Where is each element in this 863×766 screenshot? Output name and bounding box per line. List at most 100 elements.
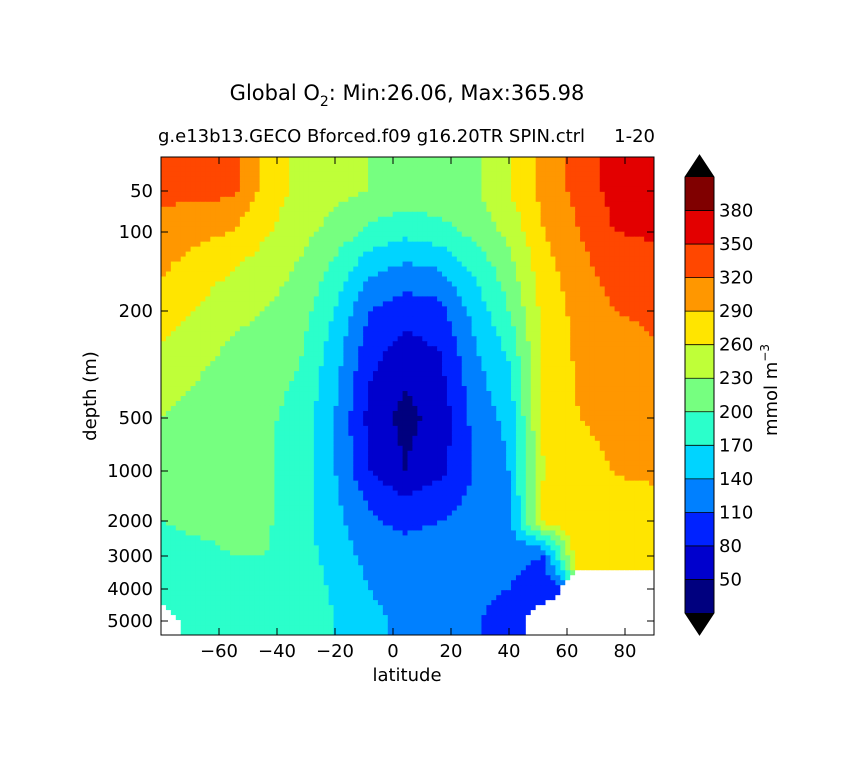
contour-cell bbox=[649, 216, 654, 223]
contour-cell bbox=[466, 256, 473, 263]
contour-cell bbox=[530, 296, 537, 302]
contour-cell bbox=[318, 157, 325, 163]
contour-cell bbox=[323, 216, 330, 223]
contour-cell bbox=[244, 176, 251, 183]
contour-cell bbox=[318, 306, 325, 312]
contour-cell bbox=[175, 316, 182, 322]
contour-cell bbox=[269, 196, 275, 203]
contour-cell bbox=[520, 176, 527, 183]
contour-cell bbox=[254, 281, 261, 288]
contour-cell bbox=[639, 236, 645, 243]
contour-cell bbox=[220, 281, 226, 288]
contour-cell bbox=[496, 371, 502, 377]
contour-cell bbox=[368, 196, 374, 203]
contour-cell bbox=[624, 186, 630, 193]
contour-cell bbox=[279, 206, 285, 213]
contour-cell bbox=[560, 231, 566, 238]
contour-cell bbox=[259, 271, 266, 278]
contour-cell bbox=[289, 361, 295, 367]
contour-cell bbox=[195, 301, 202, 307]
contour-cell bbox=[481, 301, 487, 307]
contour-cell bbox=[442, 346, 448, 352]
contour-cell bbox=[175, 371, 182, 377]
contour-cell bbox=[343, 261, 349, 268]
contour-cell bbox=[165, 216, 172, 223]
contour-cell bbox=[506, 356, 512, 362]
contour-cell bbox=[481, 386, 487, 392]
contour-cell bbox=[407, 361, 414, 367]
contour-cell bbox=[432, 306, 438, 312]
contour-cell bbox=[634, 326, 640, 332]
contour-cell bbox=[185, 206, 192, 213]
contour-cell bbox=[195, 226, 202, 233]
contour-cell bbox=[244, 161, 251, 168]
contour-cell bbox=[328, 361, 335, 367]
contour-cell bbox=[555, 366, 561, 372]
contour-cell bbox=[254, 391, 261, 397]
contour-cell bbox=[313, 341, 320, 347]
contour-cell bbox=[619, 241, 626, 248]
contour-cell bbox=[269, 186, 275, 193]
contour-cell bbox=[511, 361, 517, 367]
contour-cell bbox=[506, 326, 512, 332]
contour-cell bbox=[604, 206, 611, 213]
contour-cell bbox=[481, 391, 487, 397]
contour-cell bbox=[165, 221, 172, 228]
contour-cell bbox=[284, 356, 290, 362]
contour-cell bbox=[338, 311, 345, 317]
contour-cell bbox=[604, 286, 611, 293]
contour-cell bbox=[417, 301, 423, 307]
contour-cell bbox=[175, 386, 182, 392]
contour-cell bbox=[328, 201, 335, 208]
contour-cell bbox=[619, 186, 626, 193]
contour-cell bbox=[515, 161, 522, 168]
contour-cell bbox=[348, 276, 354, 283]
contour-cell bbox=[481, 311, 487, 317]
contour-cell bbox=[644, 331, 650, 337]
contour-cell bbox=[308, 331, 315, 337]
contour-cell bbox=[550, 316, 556, 322]
contour-cell bbox=[254, 216, 261, 223]
contour-cell bbox=[530, 281, 537, 288]
contour-cell bbox=[422, 341, 428, 347]
contour-cell bbox=[299, 206, 305, 213]
contour-cell bbox=[289, 356, 295, 362]
contour-cell bbox=[387, 386, 394, 392]
contour-cell bbox=[461, 346, 468, 352]
contour-cell bbox=[348, 371, 354, 377]
contour-cell bbox=[535, 176, 542, 183]
contour-cell bbox=[614, 271, 621, 278]
contour-cell bbox=[249, 336, 256, 342]
contour-cell bbox=[580, 391, 586, 397]
contour-cell bbox=[471, 336, 478, 342]
contour-cell bbox=[402, 400, 409, 407]
contour-cell bbox=[545, 376, 552, 382]
contour-cell bbox=[377, 281, 384, 288]
contour-cell bbox=[511, 201, 517, 208]
contour-cell bbox=[580, 336, 586, 342]
contour-cell bbox=[570, 356, 576, 362]
contour-cell bbox=[308, 381, 315, 387]
contour-cell bbox=[230, 266, 236, 273]
contour-cell bbox=[476, 291, 483, 298]
contour-cell bbox=[511, 231, 517, 238]
contour-cell bbox=[555, 346, 561, 352]
contour-cell bbox=[466, 326, 473, 332]
contour-cell bbox=[264, 221, 271, 228]
contour-cell bbox=[190, 341, 197, 347]
contour-cell bbox=[239, 361, 246, 367]
contour-cell bbox=[619, 191, 626, 198]
contour-cell bbox=[397, 351, 404, 357]
contour-cell bbox=[185, 211, 192, 218]
contour-cell bbox=[161, 306, 167, 312]
contour-cell bbox=[368, 241, 374, 248]
contour-cell bbox=[239, 336, 246, 342]
contour-cell bbox=[451, 186, 458, 193]
contour-cell bbox=[308, 376, 315, 382]
contour-cell bbox=[555, 276, 561, 283]
contour-cell bbox=[170, 246, 177, 253]
contour-cell bbox=[313, 356, 320, 362]
contour-cell bbox=[481, 351, 487, 357]
contour-cell bbox=[476, 241, 483, 248]
contour-cell bbox=[165, 316, 172, 322]
